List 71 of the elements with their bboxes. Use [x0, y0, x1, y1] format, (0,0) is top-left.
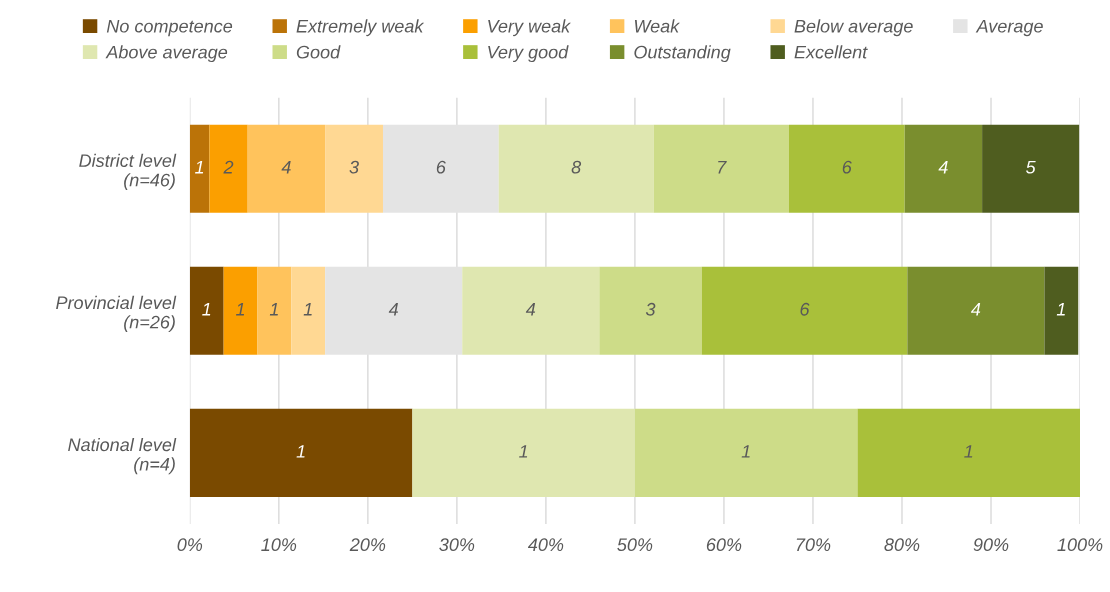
legend-label: Average	[975, 19, 1043, 37]
x-tick-label: 100%	[1057, 538, 1103, 552]
annotation: 1	[269, 303, 278, 316]
bar	[653, 124, 789, 213]
annotation: 8	[571, 160, 582, 174]
annotation: 1	[964, 445, 973, 458]
annotation: 1	[202, 303, 211, 316]
bar	[462, 266, 600, 355]
annotation: 4	[525, 303, 536, 316]
bar	[247, 124, 326, 213]
annotation: 4	[281, 160, 291, 174]
bar	[189, 124, 210, 213]
legend-label: Outstanding	[634, 45, 731, 63]
annotation: 3	[349, 160, 359, 174]
legend-label: Excellent	[794, 45, 868, 59]
bar	[498, 124, 654, 213]
bar	[189, 408, 413, 497]
bar	[599, 266, 702, 355]
y-tick-label: District level (n=46)	[79, 153, 177, 191]
annotation: 1	[296, 445, 305, 458]
legend-label: Good	[296, 45, 341, 59]
bar	[1044, 266, 1079, 355]
annotation: 1	[303, 303, 312, 316]
annotation: 6	[436, 160, 446, 174]
bar	[412, 408, 635, 497]
legend-label: Below average	[794, 19, 913, 37]
bar	[291, 266, 326, 355]
annotation: 5	[1026, 160, 1036, 174]
annotation: 1	[195, 160, 204, 174]
bar	[982, 124, 1080, 213]
bar	[189, 266, 224, 355]
legend-label: Weak	[634, 19, 680, 33]
bar	[857, 408, 1081, 497]
annotation: 6	[800, 302, 810, 316]
bar	[904, 124, 983, 213]
annotation: 1	[236, 303, 245, 316]
y-tick-label: National level (n=4)	[68, 437, 177, 475]
legend-label: Above average	[105, 45, 228, 63]
bar	[701, 266, 908, 355]
annotation: 1	[741, 445, 750, 458]
y-tick-label: Provincial level (n=26)	[56, 295, 177, 333]
bar	[788, 124, 905, 213]
bar	[223, 266, 258, 355]
x-tick-label: 80%	[884, 538, 920, 552]
bar	[907, 266, 1045, 355]
x-tick-label: 50%	[617, 538, 653, 552]
x-tick-label: 20%	[349, 538, 386, 552]
x-tick-label: 70%	[796, 538, 831, 552]
annotation: 4	[938, 160, 948, 174]
bar	[634, 408, 858, 497]
x-tick-label: 10%	[261, 538, 297, 552]
legend-label: Very good	[488, 45, 569, 63]
legend-label: Extremely weak	[296, 19, 425, 37]
bar	[209, 124, 248, 213]
annotation: 4	[388, 303, 399, 316]
x-tick-label: 40%	[527, 538, 564, 552]
bar	[257, 266, 292, 355]
annotation: 6	[842, 160, 852, 174]
x-tick-label: 0%	[177, 538, 203, 552]
legend-label: No competence	[106, 19, 233, 37]
annotation: 7	[718, 160, 727, 174]
annotation: 3	[645, 302, 656, 316]
annotation: 1	[1056, 303, 1065, 316]
annotation: 2	[223, 160, 234, 174]
annotation: 4	[970, 303, 981, 316]
x-tick-label: 60%	[706, 538, 742, 552]
legend-label: Very weak	[488, 19, 571, 37]
x-tick-label: 30%	[439, 538, 475, 552]
bar	[325, 124, 383, 213]
annotation: 1	[519, 445, 528, 458]
x-tick-label: 90%	[973, 538, 1009, 552]
